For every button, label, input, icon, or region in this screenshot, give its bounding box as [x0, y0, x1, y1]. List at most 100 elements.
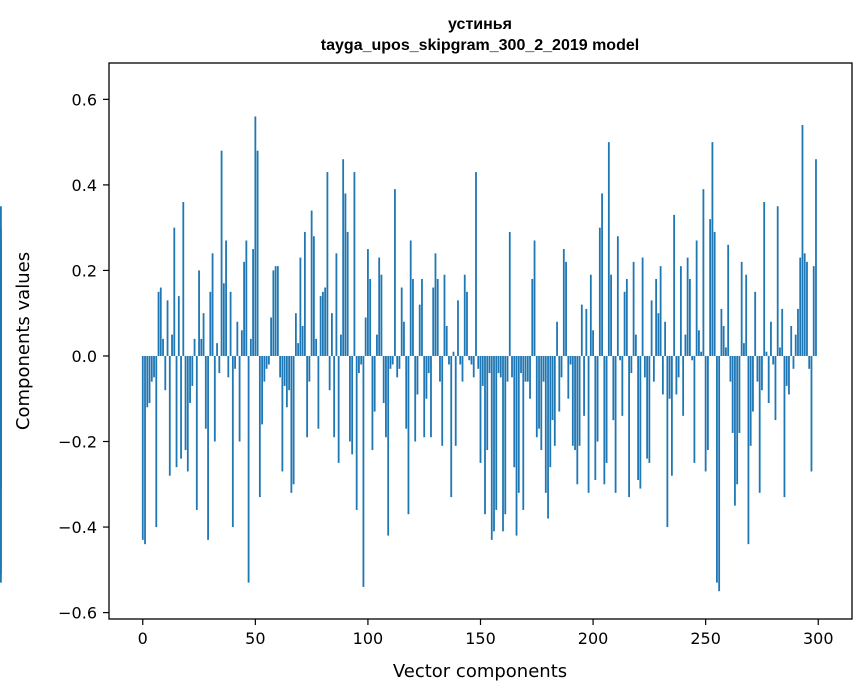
- bar: [301, 326, 304, 356]
- bar: [758, 355, 761, 493]
- bar: [688, 278, 691, 356]
- bar: [355, 355, 358, 510]
- bar: [292, 355, 295, 485]
- bar: [565, 261, 567, 356]
- bar: [765, 351, 768, 356]
- bar: [702, 189, 705, 356]
- bar: [306, 355, 309, 438]
- bar: [479, 355, 482, 463]
- bar: [720, 308, 723, 356]
- bar: [340, 334, 342, 356]
- bar: [594, 355, 597, 480]
- bar: [513, 355, 516, 468]
- bar: [222, 283, 225, 356]
- bar: [806, 261, 808, 356]
- bar: [249, 338, 252, 356]
- bar: [470, 355, 473, 365]
- bar: [418, 304, 421, 356]
- x-tick-label: 200: [578, 629, 609, 648]
- bar: [229, 291, 232, 356]
- bar: [481, 355, 484, 386]
- bar: [421, 278, 423, 356]
- bar: [454, 355, 457, 446]
- bar: [0, 291, 2, 356]
- bar: [303, 231, 306, 356]
- bar: [236, 321, 239, 356]
- bar: [616, 236, 619, 356]
- bar: [191, 355, 194, 386]
- bar: [578, 355, 581, 446]
- bar: [605, 355, 608, 463]
- bar: [434, 253, 437, 356]
- bar: [499, 355, 502, 378]
- bar: [403, 321, 405, 356]
- bar: [522, 355, 525, 510]
- x-tick-label: 150: [465, 629, 496, 648]
- bar: [749, 355, 752, 446]
- bar: [486, 355, 489, 451]
- bar: [677, 355, 680, 378]
- bar: [477, 355, 480, 369]
- bar: [743, 343, 745, 356]
- bar: [328, 355, 331, 391]
- bar: [240, 330, 243, 356]
- bar: [495, 355, 498, 510]
- bar: [639, 355, 642, 489]
- bar: [675, 355, 678, 395]
- bar: [148, 355, 151, 404]
- bar: [254, 116, 257, 356]
- bar: [207, 355, 209, 540]
- bar: [493, 355, 495, 532]
- bar: [391, 355, 394, 365]
- bar: [150, 355, 153, 382]
- bar: [457, 300, 459, 356]
- bar: [285, 355, 288, 408]
- bar: [646, 355, 649, 459]
- y-tick-label: −0.6: [58, 604, 97, 623]
- bar: [416, 355, 419, 395]
- bar: [812, 266, 815, 356]
- bar: [799, 257, 802, 356]
- bar: [270, 317, 273, 356]
- bar: [371, 355, 374, 451]
- bar: [461, 355, 464, 382]
- bar: [220, 150, 223, 356]
- chart-title: устинья: [448, 16, 512, 33]
- bar: [144, 355, 146, 545]
- bar: [247, 355, 250, 583]
- bar: [596, 355, 599, 442]
- bar: [774, 355, 777, 421]
- bar: [585, 308, 588, 356]
- bar: [166, 300, 169, 356]
- bar: [256, 150, 259, 356]
- bar: [661, 355, 664, 395]
- bar: [204, 355, 207, 429]
- bar: [770, 321, 772, 356]
- bar: [511, 355, 513, 378]
- bar: [468, 355, 471, 361]
- bar: [252, 249, 254, 356]
- bar: [162, 338, 164, 356]
- bar: [159, 287, 162, 356]
- bar: [614, 355, 617, 493]
- plot-frame: [108, 62, 853, 620]
- bar: [790, 326, 793, 356]
- bar: [508, 231, 511, 356]
- bar: [583, 355, 585, 416]
- bar: [623, 291, 626, 356]
- bar: [439, 355, 441, 382]
- bar: [394, 189, 396, 356]
- bar: [779, 347, 781, 356]
- bar: [580, 304, 583, 356]
- bar: [587, 355, 590, 493]
- x-tick-label: 0: [138, 629, 148, 648]
- bar: [603, 355, 606, 485]
- bar: [213, 355, 216, 442]
- bar: [412, 278, 414, 356]
- bar: [727, 244, 730, 356]
- bar: [351, 355, 354, 455]
- x-tick-label: 50: [245, 629, 265, 648]
- bar: [684, 334, 687, 356]
- bar: [310, 210, 313, 356]
